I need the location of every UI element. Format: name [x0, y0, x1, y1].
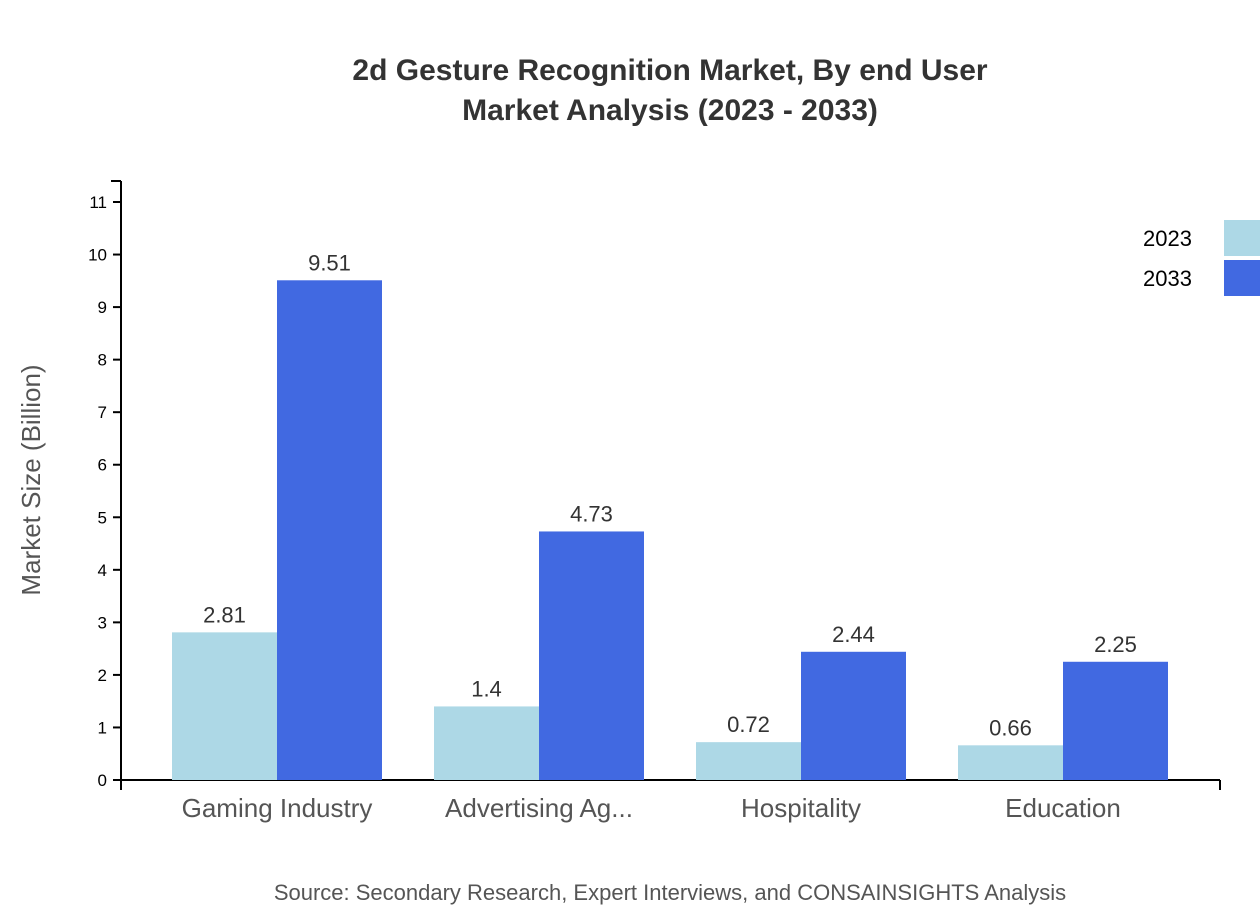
legend-swatch-2033	[1224, 260, 1260, 296]
chart-subtitle: Market Analysis (2023 - 2033)	[462, 94, 878, 127]
y-axis-label: Market Size (Billion)	[16, 364, 46, 595]
y-tick-label: 6	[98, 456, 107, 475]
y-tick-label: 0	[98, 771, 107, 790]
y-tick-label: 11	[89, 193, 107, 212]
x-tick-label: Advertising Ag...	[445, 793, 633, 823]
data-label: 4.73	[570, 501, 613, 526]
chart-title: 2d Gesture Recognition Market, By end Us…	[352, 54, 987, 87]
y-tick-label: 1	[98, 718, 107, 737]
y-tick-label: 10	[88, 246, 107, 265]
bar-2023	[434, 706, 539, 780]
bar-2033	[801, 651, 906, 780]
bar-2023	[958, 745, 1063, 780]
x-tick-label: Hospitality	[741, 793, 861, 823]
y-tick-label: 8	[98, 351, 107, 370]
data-label: 0.66	[989, 715, 1032, 740]
data-label: 2.25	[1094, 632, 1137, 657]
bar-2033	[277, 280, 382, 780]
data-label: 1.4	[471, 676, 502, 701]
y-tick-label: 2	[98, 666, 107, 685]
data-label: 2.81	[203, 602, 246, 627]
x-tick-label: Gaming Industry	[182, 793, 373, 823]
data-label: 9.51	[308, 250, 351, 275]
data-label: 0.72	[727, 712, 770, 737]
y-tick-label: 9	[98, 298, 107, 317]
bar-2033	[1063, 661, 1168, 780]
bar-2033	[539, 531, 644, 780]
y-tick-label: 4	[98, 561, 107, 580]
legend-label: 2033	[1143, 266, 1192, 291]
y-tick-label: 7	[98, 403, 107, 422]
y-tick-label: 5	[98, 508, 107, 527]
bar-2023	[172, 632, 277, 780]
data-label: 2.44	[832, 622, 875, 647]
x-tick-label: Education	[1005, 793, 1121, 823]
bar-2023	[696, 742, 801, 780]
legend-swatch-2023	[1224, 220, 1260, 256]
y-tick-label: 3	[98, 613, 107, 632]
source-note: Source: Secondary Research, Expert Inter…	[274, 880, 1066, 905]
legend-label: 2023	[1143, 226, 1192, 251]
